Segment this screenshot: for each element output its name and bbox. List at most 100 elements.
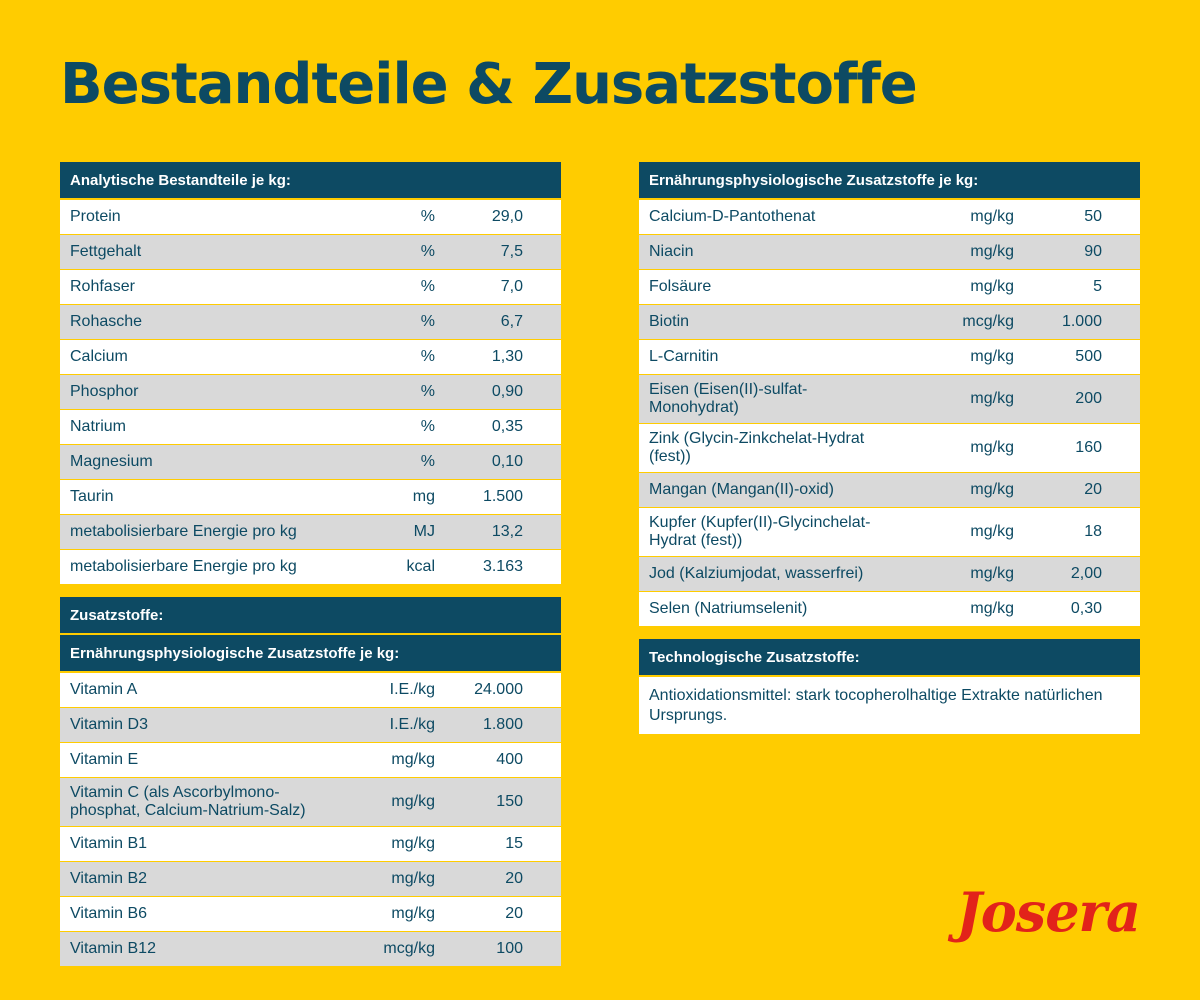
row-value: 1.000 — [1061, 313, 1102, 330]
row-value: 6,7 — [500, 313, 523, 330]
table-section: Zusatzstoffe: Ernährungsphysiologische Zu… — [60, 597, 561, 966]
row-value: 0,30 — [1070, 600, 1102, 617]
table-row: Eisen (Eisen(II)-sulfat-Monohydrat) mg/kg… — [639, 375, 1140, 423]
row-unit: mg/kg — [970, 348, 1014, 365]
table-row: Rohfaser% 7,0 — [60, 270, 561, 304]
row-label: Magnesium — [70, 453, 153, 470]
row-label: Folsäure — [649, 278, 712, 295]
table-row: Vitamin B2 mg/kg 20 — [60, 862, 561, 896]
row-value: 1.500 — [482, 488, 523, 505]
row-value: 1,30 — [491, 348, 523, 365]
table-row: Rohasche% 6,7 — [60, 305, 561, 339]
row-value: 18 — [1084, 523, 1102, 540]
row-value: 20 — [1084, 481, 1102, 498]
table-subheader: Ernährungsphysiologische Zusatzstoffe je… — [60, 635, 561, 671]
row-unit: mg/kg — [970, 390, 1014, 407]
table-section: Analytische Bestandteile je kg: Protein% 2… — [60, 162, 561, 584]
row-unit: % — [420, 243, 435, 260]
row-label: Vitamin A — [70, 681, 138, 698]
row-label: Vitamin B1 — [70, 835, 148, 852]
table-row: Jod (Kalziumjodat, wasserfrei) mg/kg 2,00 — [639, 557, 1140, 591]
row-unit: % — [420, 418, 435, 435]
row-value: 160 — [1075, 439, 1102, 456]
table-row: Mangan (Mangan(II)-oxid) mg/kg 20 — [639, 473, 1140, 507]
row-unit: % — [420, 453, 435, 470]
table-row: Vitamin B6 mg/kg 20 — [60, 897, 561, 931]
table-row: Biotin mcg/kg 1.000 — [639, 305, 1140, 339]
table-row: Magnesium% 0,10 — [60, 445, 561, 479]
table-row: metabolisierbare Energie pro kg MJ 13,2 — [60, 515, 561, 549]
table-row: Vitamin B1 mg/kg 15 — [60, 827, 561, 861]
row-unit: I.E./kg — [389, 681, 435, 698]
row-value: 7,5 — [500, 243, 523, 260]
row-label: Kupfer (Kupfer(II)-Glycinchelat- Hydrat … — [649, 514, 871, 549]
row-value: 5 — [1093, 278, 1102, 295]
row-label: metabolisierbare Energie pro kg — [70, 523, 297, 540]
table-row: Vitamin B12 mcg/kg 100 — [60, 932, 561, 966]
row-value: 0,90 — [491, 383, 523, 400]
row-value: 0,35 — [491, 418, 523, 435]
row-unit: mg/kg — [970, 600, 1014, 617]
row-unit: mg/kg — [391, 905, 435, 922]
row-unit: mcg/kg — [962, 313, 1014, 330]
row-unit: MJ — [413, 523, 435, 540]
row-label: Biotin — [649, 313, 690, 330]
row-label: Calcium — [70, 348, 128, 365]
row-label: Natrium — [70, 418, 127, 435]
table-header: Zusatzstoffe: — [60, 597, 561, 633]
row-label: Vitamin E — [70, 751, 139, 768]
row-label: Vitamin B2 — [70, 870, 148, 887]
row-label: Fettgehalt — [70, 243, 142, 260]
row-value: 1.800 — [482, 716, 523, 733]
table-row: Taurin mg 1.500 — [60, 480, 561, 514]
row-value: 3.163 — [482, 558, 523, 575]
row-unit: mg/kg — [970, 439, 1014, 456]
row-label: Protein — [70, 208, 121, 225]
row-value: 400 — [496, 751, 523, 768]
table-row: Niacin mg/kg 90 — [639, 235, 1140, 269]
row-label: Calcium-D-Pantothenat — [649, 208, 816, 225]
row-label: Vitamin B12 — [70, 940, 156, 957]
table-section: Ernährungsphysiologische Zusatzstoffe je… — [639, 162, 1140, 626]
row-unit: I.E./kg — [389, 716, 435, 733]
row-unit: % — [420, 348, 435, 365]
row-unit: mg/kg — [970, 481, 1014, 498]
row-label: metabolisierbare Energie pro kg — [70, 558, 297, 575]
logo: Josera — [956, 880, 1141, 944]
row-value: 24.000 — [474, 681, 523, 698]
table-row: Calcium-D-Pantothenat mg/kg 50 — [639, 200, 1140, 234]
row-label: Vitamin B6 — [70, 905, 148, 922]
row-unit: mg/kg — [970, 208, 1014, 225]
column: Analytische Bestandteile je kg: Protein% 2… — [60, 162, 561, 979]
row-label: Phosphor — [70, 383, 139, 400]
row-value: 150 — [496, 793, 523, 810]
table-row: Selen (Natriumselenit) mg/kg 0,30 — [639, 592, 1140, 626]
table-row: Folsäure mg/kg 5 — [639, 270, 1140, 304]
row-value: 13,2 — [491, 523, 523, 540]
row-unit: mg/kg — [970, 243, 1014, 260]
row-unit: mg/kg — [391, 751, 435, 768]
row-value: 20 — [505, 905, 523, 922]
row-label: Selen (Natriumselenit) — [649, 600, 808, 617]
row-label: Eisen (Eisen(II)-sulfat-Monohydrat) — [649, 381, 808, 416]
row-value: 2,00 — [1070, 565, 1102, 582]
row-unit: % — [420, 383, 435, 400]
table-row: L-Carnitin mg/kg 500 — [639, 340, 1140, 374]
row-unit: mg/kg — [970, 565, 1014, 582]
table-row: Protein% 29,0 — [60, 200, 561, 234]
row-value: 90 — [1084, 243, 1102, 260]
table-row: Vitamin E mg/kg 400 — [60, 743, 561, 777]
table-row: Zink (Glycin-Zinkchelat-Hydrat (fest)) mg… — [639, 424, 1140, 472]
column: Ernährungsphysiologische Zusatzstoffe je… — [639, 162, 1140, 747]
row-value: 0,10 — [491, 453, 523, 470]
row-label: Vitamin D3 — [70, 716, 148, 733]
table-header: Analytische Bestandteile je kg: — [60, 162, 561, 198]
row-label: Jod (Kalziumjodat, wasserfrei) — [649, 565, 864, 582]
table-header: Technologische Zusatzstoffe: — [639, 639, 1140, 675]
table-row: Fettgehalt% 7,5 — [60, 235, 561, 269]
table-row: Vitamin D3 I.E./kg 1.800 — [60, 708, 561, 742]
row-unit: mg/kg — [970, 523, 1014, 540]
row-unit: mg — [412, 488, 435, 505]
row-label: L-Carnitin — [649, 348, 719, 365]
